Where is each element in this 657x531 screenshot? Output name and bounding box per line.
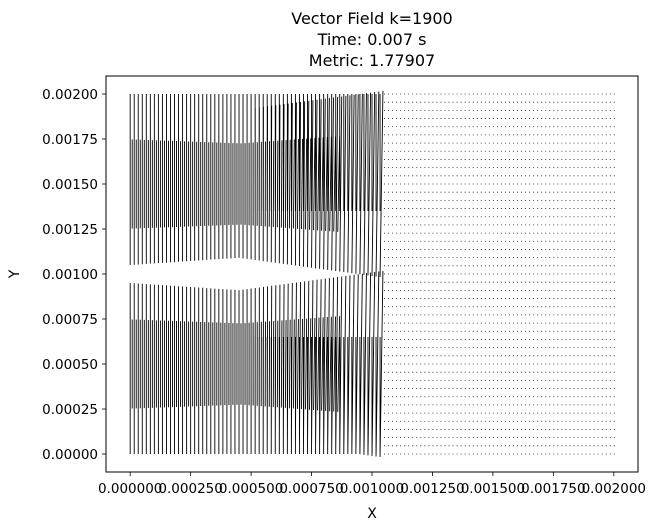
quiver-shafts [129,90,384,458]
y-tick-label: 0.00125 [42,222,98,238]
title-line-2: Time: 0.007 s [317,30,427,49]
x-tick-label: 0.000000 [98,481,162,497]
y-tick-label: 0.00050 [42,357,98,373]
y-tick-label: 0.00175 [42,132,98,148]
y-axis-ticks: 0.00000 0.00025 0.00050 0.00075 0.00100 0.001… [42,87,106,463]
y-axis-label: Y [7,269,23,279]
x-tick-label: 0.002000 [582,481,646,497]
x-tick-label: 0.000750 [279,481,343,497]
x-tick-label: 0.001000 [340,481,404,497]
x-tick-label: 0.001500 [461,481,525,497]
y-tick-label: 0.00150 [42,177,98,193]
x-axis-ticks: 0.0000000.0002500.0005000.0007500.001000… [98,472,646,497]
x-axis-label: X [367,506,377,522]
x-tick-label: 0.000500 [219,481,283,497]
quiver-small-arrows [384,93,615,455]
chart-title: Vector Field k=1900 Time: 0.007 s Metric… [291,9,452,70]
y-tick-label: 0.00025 [42,402,98,418]
title-line-1: Vector Field k=1900 [291,9,452,28]
x-tick-label: 0.001250 [400,481,464,497]
x-tick-label: 0.001750 [521,481,585,497]
y-tick-label: 0.00100 [42,267,98,283]
quiver-arrows [129,90,615,458]
x-tick-label: 0.000250 [158,481,222,497]
title-line-3: Metric: 1.77907 [309,51,435,70]
y-tick-label: 0.00200 [42,87,98,103]
y-tick-label: 0.00075 [42,312,98,328]
y-tick-label: 0.00000 [42,447,98,463]
